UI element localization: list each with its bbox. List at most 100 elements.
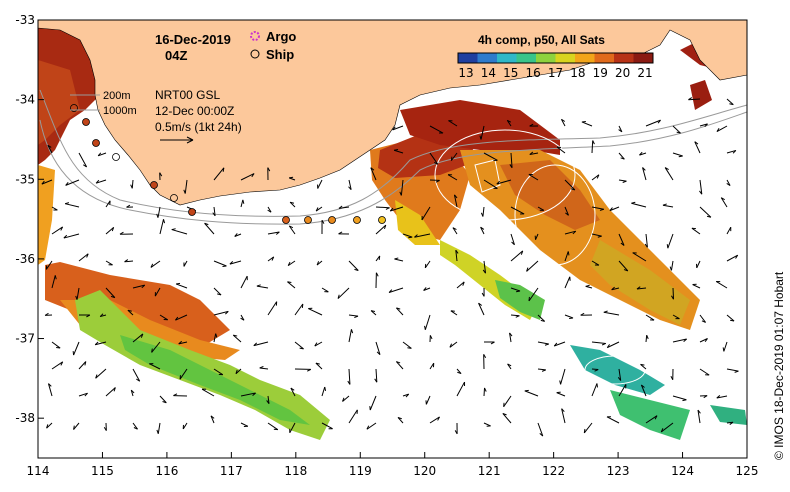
current-vector — [159, 219, 165, 235]
current-vector-head — [56, 346, 61, 349]
current-vector — [483, 260, 487, 274]
current-vector — [699, 368, 710, 376]
current-vector — [201, 388, 215, 397]
current-vector — [672, 314, 680, 320]
current-vector — [240, 392, 256, 397]
current-vector-head — [559, 380, 562, 385]
current-vector — [591, 341, 606, 344]
current-vector — [506, 120, 512, 127]
latitude-axis: -33 -34 -35 -36 -37 -38 — [15, 13, 44, 425]
current-vector — [47, 383, 53, 397]
current-vector-head — [483, 354, 487, 359]
current-vector — [483, 422, 491, 427]
ship-marker — [353, 216, 361, 224]
current-vector — [660, 422, 674, 433]
current-vector — [585, 285, 593, 289]
current-vector-head — [414, 234, 418, 238]
current-vector — [342, 395, 350, 402]
current-vector — [456, 281, 465, 289]
current-vector — [672, 287, 675, 300]
lon-tick-label: 119 — [349, 464, 372, 478]
current-vector — [723, 341, 728, 352]
current-vector — [240, 275, 248, 289]
current-vector — [672, 338, 687, 343]
current-vector — [618, 152, 625, 160]
current-vector-head — [354, 315, 359, 319]
current-vector-head — [210, 415, 215, 419]
current-vectors — [41, 97, 739, 437]
current-vector-head — [592, 140, 595, 145]
current-vector-head — [556, 146, 562, 149]
current-vector — [618, 125, 623, 133]
current-vector-head — [235, 369, 238, 374]
current-vector — [157, 206, 161, 218]
current-vector-head — [516, 290, 521, 293]
current-vector — [618, 368, 622, 381]
current-vector-head — [699, 190, 703, 195]
current-vector — [716, 395, 728, 399]
current-vector-head — [396, 307, 401, 310]
current-vector-head — [676, 131, 681, 134]
current-vector — [662, 204, 674, 208]
colorbar-tick-label: 20 — [615, 66, 630, 80]
colorbar-tick-label: 18 — [570, 66, 585, 80]
current-vector-head — [407, 347, 412, 349]
current-vector — [699, 179, 703, 195]
colorbar-swatch — [614, 53, 634, 63]
current-vector-head — [337, 294, 340, 299]
current-vector-head — [60, 226, 64, 231]
current-vector-head — [251, 173, 255, 178]
current-vector-head — [271, 256, 275, 261]
current-vector-head — [502, 413, 507, 416]
current-vector — [392, 125, 404, 131]
colorbar-swatch — [594, 53, 615, 63]
current-vector — [640, 363, 647, 370]
current-vector — [105, 260, 113, 266]
current-vector-head — [703, 395, 708, 399]
current-vector — [366, 422, 377, 430]
current-vector-head — [388, 289, 393, 293]
current-vector — [554, 341, 566, 347]
current-vector — [450, 310, 458, 316]
current-vector-head — [455, 249, 459, 254]
current-vector — [240, 173, 255, 181]
current-vector-head — [730, 319, 735, 322]
current-vector — [397, 417, 404, 424]
current-vector — [672, 395, 687, 401]
current-vector — [564, 230, 576, 235]
current-vector — [699, 206, 712, 218]
current-vector — [132, 422, 138, 430]
lat-tick-label: -35 — [15, 172, 35, 186]
current-vector-head — [631, 201, 636, 204]
current-vector — [370, 310, 377, 316]
current-vector-head — [434, 162, 439, 165]
current-vector-head — [287, 281, 292, 283]
current-vector — [645, 119, 661, 127]
ship-label: Ship — [266, 47, 294, 62]
current-vector-head — [603, 310, 608, 313]
current-vector — [645, 314, 655, 321]
current-vector — [482, 206, 485, 217]
current-vector-head — [462, 281, 465, 286]
current-vector — [591, 140, 594, 154]
ship-icon — [250, 49, 260, 59]
current-vector — [423, 287, 431, 291]
current-vector-head — [175, 282, 181, 285]
current-vector-head — [126, 204, 131, 208]
lon-tick-label: 114 — [27, 464, 50, 478]
current-vector — [179, 368, 188, 380]
current-vector — [183, 260, 188, 267]
current-vector-head — [507, 119, 512, 123]
map-date: 16-Dec-2019 — [155, 32, 231, 47]
current-vector-head — [229, 260, 234, 265]
current-vector — [672, 152, 683, 157]
current-vector-head — [287, 261, 291, 266]
current-vector-head — [299, 347, 304, 350]
current-vector — [632, 252, 647, 262]
current-vector — [317, 179, 323, 189]
current-vector — [337, 287, 350, 299]
current-vector — [480, 125, 485, 140]
current-vector — [97, 152, 107, 157]
current-vector — [726, 179, 731, 186]
current-vector-head — [222, 167, 225, 172]
